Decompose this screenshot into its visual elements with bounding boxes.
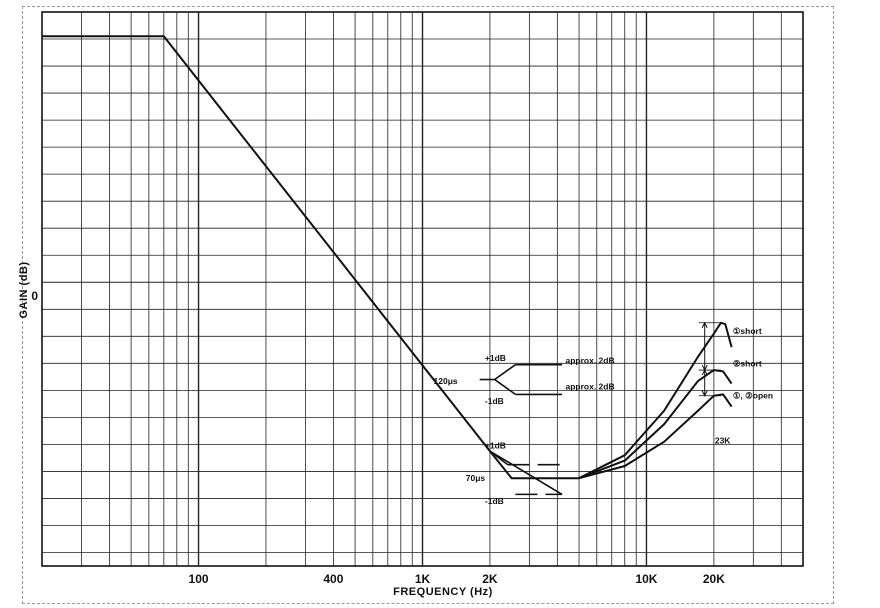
annotation-label: ①short: [733, 326, 762, 336]
annotation-label: 23K: [715, 435, 731, 445]
series-line-1: [42, 35, 579, 480]
x-tick-label: 20K: [703, 572, 725, 586]
annotation-guides: [479, 321, 721, 496]
series-line-3: [578, 369, 733, 480]
chart-annotations: 120μs 70μs +1dB -1dB +1dB -1dB approx. 2dB appr…: [434, 326, 774, 506]
annotation-label: -1dB: [485, 396, 504, 406]
annotation-label: -1dB: [485, 496, 504, 506]
annotation-label: 70μs: [466, 473, 486, 483]
annotation-label: approx. 2dB: [565, 381, 614, 391]
x-tick-labels: 100 400 1K 2K 10K 20K: [189, 572, 726, 586]
x-tick-label: 1K: [415, 572, 431, 586]
y-tick-label: 0: [31, 289, 38, 303]
y-axis-label: GAIN (dB): [18, 261, 30, 318]
annotation-label: +1dB: [485, 353, 506, 363]
series-line-4: [578, 321, 733, 480]
x-axis-label: FREQUENCY (Hz): [393, 586, 493, 598]
annotation-label: 120μs: [434, 376, 458, 386]
x-tick-label: 2K: [482, 572, 498, 586]
x-tick-label: 400: [323, 572, 343, 586]
y-tick-labels: 0: [31, 289, 38, 303]
tolerance-line: [494, 364, 516, 381]
x-tick-label: 10K: [635, 572, 657, 586]
chart-series: [42, 35, 733, 480]
series-line-2: [578, 393, 733, 480]
tolerance-line: [494, 378, 516, 396]
annotation-label: ①, ②open: [733, 391, 773, 401]
chart-border: [22, 6, 834, 604]
annotation-label: ②short: [733, 358, 762, 368]
tolerance-line: [489, 450, 563, 496]
chart-grid: [41, 11, 804, 567]
annotation-label: approx. 2dB: [565, 356, 614, 366]
annotation-label: +1dB: [485, 441, 506, 451]
x-tick-label: 100: [189, 572, 209, 586]
